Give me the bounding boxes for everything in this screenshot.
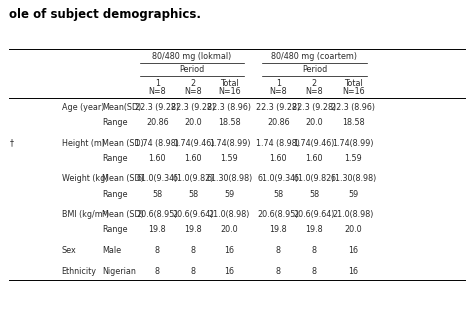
Text: 21.0(8.98): 21.0(8.98) (332, 210, 374, 219)
Text: 21.0(8.98): 21.0(8.98) (209, 210, 250, 219)
Text: 1.74 (8.98): 1.74 (8.98) (136, 139, 179, 147)
Text: 2: 2 (312, 79, 317, 88)
Text: 16: 16 (348, 246, 358, 255)
Text: 1.74 (8.98): 1.74 (8.98) (256, 139, 300, 147)
Text: 20.6(9.64): 20.6(9.64) (173, 210, 214, 219)
Text: 22.3 (9.28): 22.3 (9.28) (171, 103, 216, 112)
Text: 1.59: 1.59 (220, 154, 238, 163)
Text: Height (m): Height (m) (62, 139, 105, 147)
Text: Ethnicity: Ethnicity (62, 267, 97, 276)
Text: Mean (SD): Mean (SD) (102, 139, 144, 147)
Text: 61.0(9.82): 61.0(9.82) (173, 175, 214, 183)
Text: 16: 16 (224, 246, 235, 255)
Text: Period: Period (302, 66, 327, 74)
Text: 61.0(9.34): 61.0(9.34) (257, 175, 299, 183)
Text: 16: 16 (224, 267, 235, 276)
Text: 1: 1 (155, 79, 160, 88)
Text: 8: 8 (312, 246, 317, 255)
Text: 1.60: 1.60 (270, 154, 287, 163)
Text: N=16: N=16 (218, 87, 241, 96)
Text: 16: 16 (348, 267, 358, 276)
Text: 18.58: 18.58 (342, 118, 365, 127)
Text: 22.3 (9.28): 22.3 (9.28) (292, 103, 337, 112)
Text: Range: Range (102, 190, 128, 198)
Text: 61.0(9.34): 61.0(9.34) (137, 175, 178, 183)
Text: 58: 58 (309, 190, 319, 198)
Text: Period: Period (179, 66, 205, 74)
Text: 8: 8 (191, 246, 196, 255)
Text: 20.0: 20.0 (184, 118, 202, 127)
Text: Sex: Sex (62, 246, 76, 255)
Text: 8: 8 (276, 267, 281, 276)
Text: 8: 8 (155, 246, 160, 255)
Text: 58: 58 (273, 190, 283, 198)
Text: 1.74(8.99): 1.74(8.99) (332, 139, 374, 147)
Text: Range: Range (102, 118, 128, 127)
Text: 19.8: 19.8 (305, 226, 323, 234)
Text: 18.58: 18.58 (218, 118, 241, 127)
Text: 1.60: 1.60 (185, 154, 202, 163)
Text: 1: 1 (276, 79, 281, 88)
Text: ole of subject demographics.: ole of subject demographics. (9, 8, 201, 21)
Text: N=16: N=16 (342, 87, 365, 96)
Text: 8: 8 (155, 267, 160, 276)
Text: Total: Total (344, 79, 363, 88)
Text: 20.0: 20.0 (305, 118, 323, 127)
Text: 20.6(8.95): 20.6(8.95) (137, 210, 178, 219)
Text: 61.30(8.98): 61.30(8.98) (206, 175, 253, 183)
Text: 80/480 mg (lokmal): 80/480 mg (lokmal) (152, 52, 232, 61)
Text: 1.60: 1.60 (149, 154, 166, 163)
Text: Weight (kg): Weight (kg) (62, 175, 108, 183)
Text: 20.0: 20.0 (220, 226, 238, 234)
Text: N=8: N=8 (184, 87, 202, 96)
Text: 20.0: 20.0 (344, 226, 362, 234)
Text: 8: 8 (191, 267, 196, 276)
Text: N=8: N=8 (269, 87, 287, 96)
Text: 2: 2 (191, 79, 196, 88)
Text: 61.30(8.98): 61.30(8.98) (330, 175, 376, 183)
Text: Range: Range (102, 154, 128, 163)
Text: 59: 59 (224, 190, 235, 198)
Text: Mean (SD): Mean (SD) (102, 175, 144, 183)
Text: BMI (kg/m²): BMI (kg/m²) (62, 210, 109, 219)
Text: N=8: N=8 (305, 87, 323, 96)
Text: Total: Total (220, 79, 239, 88)
Text: 20.86: 20.86 (267, 118, 290, 127)
Text: 20.86: 20.86 (146, 118, 169, 127)
Text: N=8: N=8 (148, 87, 166, 96)
Text: 19.8: 19.8 (184, 226, 202, 234)
Text: 1.74(9.46): 1.74(9.46) (173, 139, 214, 147)
Text: Age (year): Age (year) (62, 103, 104, 112)
Text: 8: 8 (276, 246, 281, 255)
Text: 19.8: 19.8 (269, 226, 287, 234)
Text: Mean(SD): Mean(SD) (102, 103, 141, 112)
Text: †: † (10, 139, 14, 147)
Text: 80/480 mg (coartem): 80/480 mg (coartem) (272, 52, 357, 61)
Text: 1.74(8.99): 1.74(8.99) (209, 139, 250, 147)
Text: 1.60: 1.60 (306, 154, 323, 163)
Text: 22.3 (9.28): 22.3 (9.28) (135, 103, 180, 112)
Text: 59: 59 (348, 190, 358, 198)
Text: 20.6(9.64): 20.6(9.64) (293, 210, 335, 219)
Text: 22.3 (8.96): 22.3 (8.96) (331, 103, 375, 112)
Text: 19.8: 19.8 (148, 226, 166, 234)
Text: 22.3 (8.96): 22.3 (8.96) (208, 103, 251, 112)
Text: Range: Range (102, 226, 128, 234)
Text: 8: 8 (312, 267, 317, 276)
Text: 22.3 (9.28): 22.3 (9.28) (256, 103, 301, 112)
Text: 61.0(9.82): 61.0(9.82) (293, 175, 335, 183)
Text: Male: Male (102, 246, 121, 255)
Text: 58: 58 (188, 190, 199, 198)
Text: Mean (SD): Mean (SD) (102, 210, 144, 219)
Text: 1.74(9.46): 1.74(9.46) (293, 139, 335, 147)
Text: 20.6(8.95): 20.6(8.95) (257, 210, 299, 219)
Text: Nigerian: Nigerian (102, 267, 136, 276)
Text: 58: 58 (152, 190, 163, 198)
Text: 1.59: 1.59 (344, 154, 362, 163)
